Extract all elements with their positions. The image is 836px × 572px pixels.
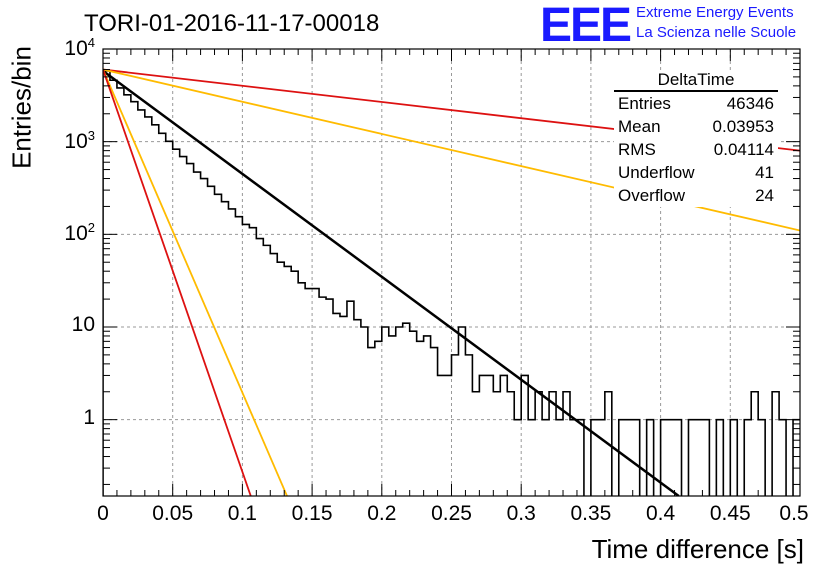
x-tick-label: 0.25 bbox=[431, 502, 472, 525]
y-tick-base: 10 bbox=[64, 37, 88, 60]
stats-row: Entries 46346 bbox=[614, 92, 778, 115]
stats-title: DeltaTime bbox=[614, 70, 778, 92]
y-tick-base: 1 bbox=[83, 405, 95, 429]
x-axis-label: Time difference [s] bbox=[591, 534, 804, 564]
fit-line bbox=[103, 69, 252, 496]
stats-label: Overflow bbox=[618, 186, 686, 205]
eee-logo-icon: EEE bbox=[540, 0, 632, 52]
y-tick-base: 10 bbox=[64, 129, 88, 153]
stats-value: 46346 bbox=[726, 94, 774, 113]
y-tick-base: 10 bbox=[64, 222, 88, 246]
y-tick-exponent: 3 bbox=[87, 127, 95, 143]
stats-label: Mean bbox=[618, 117, 661, 136]
y-tick-label: 102 bbox=[35, 220, 95, 246]
stats-value: 41 bbox=[755, 163, 774, 182]
y-tick-label: 104 bbox=[35, 35, 95, 61]
y-tick-label: 10 bbox=[35, 313, 95, 337]
y-axis-label: Entries/bin bbox=[6, 46, 37, 169]
x-tick-label: 0.15 bbox=[291, 502, 333, 525]
stats-row: Mean 0.03953 bbox=[614, 115, 778, 138]
logo-line-1: Extreme Energy Events bbox=[636, 4, 794, 21]
stats-label: Underflow bbox=[618, 163, 695, 182]
stats-label: RMS bbox=[618, 140, 656, 159]
logo-line-2: La Scienza nelle Scuole bbox=[636, 24, 797, 41]
y-tick-exponent: 2 bbox=[87, 220, 95, 236]
stats-row: Underflow 41 bbox=[614, 161, 778, 184]
x-tick-label: 0.45 bbox=[709, 502, 751, 525]
x-tick-label: 0.2 bbox=[367, 502, 397, 525]
chart-title: TORI-01-2016-11-17-00018 bbox=[84, 10, 380, 37]
x-tick-label: 0.35 bbox=[570, 502, 612, 525]
y-tick-label: 1 bbox=[35, 406, 95, 430]
stats-value: 24 bbox=[755, 186, 774, 205]
x-tick-label: 0.4 bbox=[645, 502, 676, 525]
y-tick-label: 103 bbox=[35, 128, 95, 154]
x-tick-label: 0 bbox=[97, 502, 109, 525]
x-tick-label: 0.5 bbox=[779, 502, 809, 525]
x-tick-label: 0.1 bbox=[227, 502, 257, 525]
stats-box: DeltaTime Entries 46346 Mean 0.03953 RMS… bbox=[614, 70, 778, 207]
y-tick-exponent: 4 bbox=[87, 35, 95, 50]
stats-label: Entries bbox=[618, 94, 671, 113]
x-tick-label: 0.05 bbox=[152, 502, 194, 525]
y-tick-base: 10 bbox=[71, 312, 95, 336]
fit-line bbox=[103, 69, 680, 496]
fit-line bbox=[103, 69, 288, 496]
stats-row: RMS 0.04114 bbox=[614, 138, 778, 161]
histogram-series bbox=[103, 70, 800, 496]
stats-value: 0.03953 bbox=[712, 117, 774, 136]
stats-row: Overflow 24 bbox=[614, 184, 778, 207]
stats-value: 0.04114 bbox=[713, 140, 774, 159]
x-tick-label: 0.3 bbox=[506, 502, 536, 525]
